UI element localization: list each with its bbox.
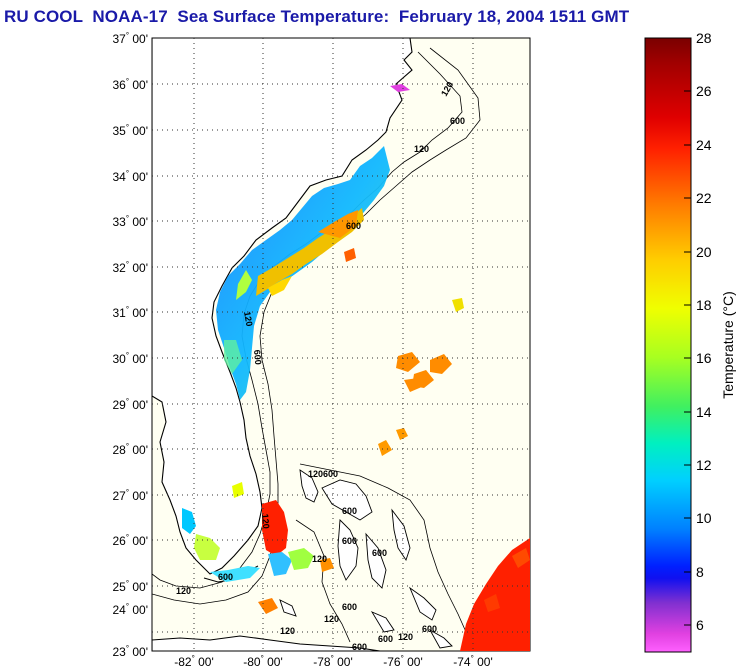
isobath-label: 600 xyxy=(342,506,357,516)
lat-tick-label: 34° 00' xyxy=(112,169,148,184)
lon-tick-label: -80° 00' xyxy=(243,654,283,669)
lat-tick-label: 23° 00' xyxy=(112,644,148,659)
colorbar-tick: 16 xyxy=(696,350,712,366)
colorbar-tick: 28 xyxy=(696,30,712,46)
lat-tick-label: 24° 00' xyxy=(112,602,148,617)
colorbar: 28 26 24 22 20 18 16 14 12 10 8 6 Temper… xyxy=(644,30,736,653)
isobath-label: 600 xyxy=(252,349,263,365)
isobath-label: 600 xyxy=(342,536,357,546)
longitude-axis: -82° 00' -80° 00' -78° 00' -76° 00' -74°… xyxy=(174,654,493,669)
map-content: 120 600 120 600 120 600 120600 120 600 6… xyxy=(152,38,530,652)
graticule xyxy=(152,38,530,651)
lat-tick-label: 25° 00' xyxy=(112,579,148,594)
isobath-label: 120600 xyxy=(308,469,338,479)
lon-tick-label: -74° 00' xyxy=(453,654,493,669)
isobath-label: 120 xyxy=(280,626,295,636)
isobath-labels: 120 600 120 600 120 600 120600 120 600 6… xyxy=(176,80,465,652)
isobath-label: 120 xyxy=(414,144,429,154)
isobath-label: 600 xyxy=(422,624,437,634)
colorbar-tick: 12 xyxy=(696,457,712,473)
lon-tick-label: -78° 00' xyxy=(313,654,353,669)
colorbar-tick: 18 xyxy=(696,297,712,313)
lat-tick-label: 30° 00' xyxy=(112,351,148,366)
colorbar-tick: 6 xyxy=(696,617,704,633)
isobath-label: 120 xyxy=(176,586,191,596)
lat-tick-label: 29° 00' xyxy=(112,397,148,412)
chart-title: RU COOL NOAA-17 Sea Surface Temperature:… xyxy=(4,7,630,26)
lat-tick-label: 27° 00' xyxy=(112,488,148,503)
isobath-label: 600 xyxy=(372,548,387,558)
lat-tick-label: 33° 00' xyxy=(112,214,148,229)
isobath-label: 600 xyxy=(352,642,367,652)
isobath-label: 600 xyxy=(218,572,233,582)
sst-satellite-data xyxy=(182,84,530,651)
colorbar-tick: 14 xyxy=(696,404,712,420)
isobath-label: 600 xyxy=(378,634,393,644)
lat-tick-label: 35° 00' xyxy=(112,123,148,138)
colorbar-tick: 20 xyxy=(696,244,712,260)
isobath-label: 120 xyxy=(242,311,254,328)
isobath-label: 120 xyxy=(324,614,339,624)
bahamas xyxy=(279,469,453,649)
isobath-label: 600 xyxy=(450,116,465,126)
colorbar-gradient xyxy=(644,37,692,653)
lat-tick-label: 37° 00' xyxy=(112,31,148,46)
isobath-label: 120 xyxy=(312,554,327,564)
lat-tick-label: 31° 00' xyxy=(112,305,148,320)
lon-tick-label: -82° 00' xyxy=(174,654,214,669)
isobath-label: 600 xyxy=(346,221,361,231)
lat-tick-label: 36° 00' xyxy=(112,77,148,92)
lat-tick-label: 32° 00' xyxy=(112,260,148,275)
colorbar-tick: 10 xyxy=(696,510,712,526)
isobath-label: 600 xyxy=(342,602,357,612)
isobath-label: 120 xyxy=(260,513,271,529)
colorbar-tick: 24 xyxy=(696,137,712,153)
lat-tick-label: 26° 00' xyxy=(112,533,148,548)
isobath-label: 120 xyxy=(398,632,413,642)
lat-tick-label: 28° 00' xyxy=(112,442,148,457)
colorbar-tick: 8 xyxy=(696,564,704,580)
cuba xyxy=(152,635,381,651)
colorbar-tick: 22 xyxy=(696,190,712,206)
colorbar-tick: 26 xyxy=(696,83,712,99)
isobath-600m xyxy=(152,47,481,643)
colorbar-title: Temperature (°C) xyxy=(720,291,736,399)
latitude-axis: 37° 00' 36° 00' 35° 00' 34° 00' 33° 00' … xyxy=(112,31,148,659)
lon-tick-label: -76° 00' xyxy=(383,654,423,669)
